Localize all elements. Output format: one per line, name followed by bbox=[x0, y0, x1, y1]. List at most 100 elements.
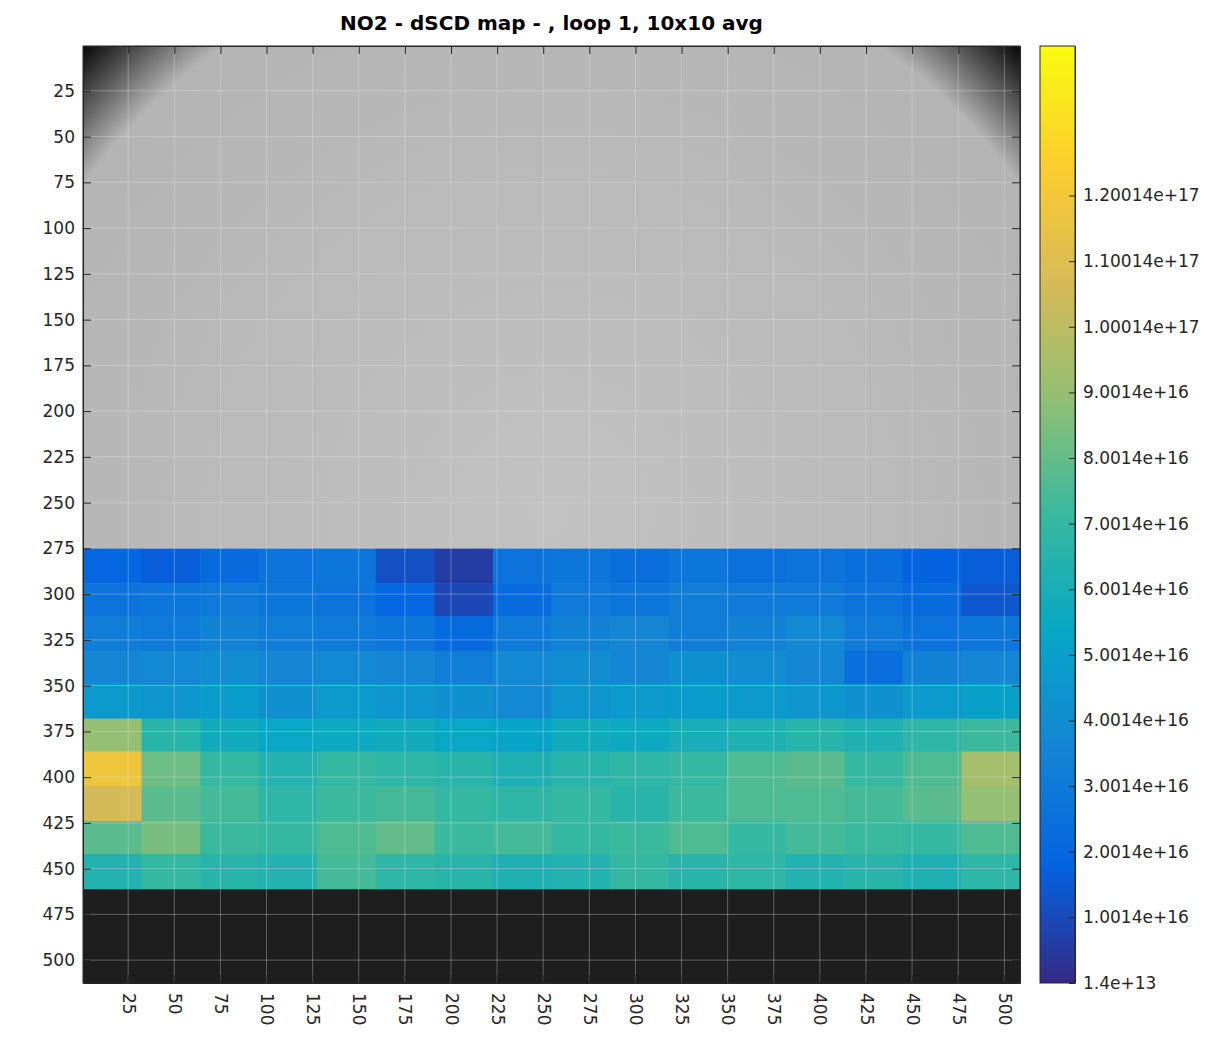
heat-cell bbox=[727, 854, 786, 889]
tick-mark bbox=[820, 46, 821, 54]
grid-line bbox=[83, 548, 1020, 549]
heat-cell bbox=[610, 719, 669, 752]
heat-cell bbox=[552, 751, 611, 786]
grid-line bbox=[497, 46, 498, 983]
tick: 8.0014e+16 bbox=[1069, 448, 1189, 468]
tick-label: 275 bbox=[43, 538, 75, 558]
tick: 300 bbox=[43, 584, 91, 604]
heat-cell bbox=[552, 616, 611, 651]
heat-cell bbox=[142, 719, 201, 752]
grid-line bbox=[958, 46, 959, 983]
tick-mark bbox=[497, 46, 498, 54]
heat-cell bbox=[552, 651, 611, 684]
tick bbox=[128, 46, 129, 54]
heat-cell bbox=[200, 651, 259, 684]
tick-mark bbox=[174, 975, 175, 983]
tick-mark bbox=[83, 594, 91, 595]
heat-cell bbox=[610, 548, 669, 583]
tick: 425 bbox=[43, 813, 91, 833]
heat-cell bbox=[786, 786, 845, 821]
tick-mark bbox=[83, 914, 91, 915]
tick-mark bbox=[83, 686, 91, 687]
heat-cell bbox=[434, 651, 493, 684]
tick-mark bbox=[1012, 228, 1020, 229]
tick-mark bbox=[1004, 46, 1005, 54]
heat-cell bbox=[259, 583, 318, 616]
tick bbox=[958, 46, 959, 54]
heat-cell bbox=[83, 719, 142, 752]
colorbar-bar bbox=[1040, 46, 1075, 983]
tick-mark bbox=[774, 46, 775, 54]
tick-label: 500 bbox=[43, 950, 75, 970]
grid-line bbox=[819, 46, 820, 983]
heat-cell bbox=[317, 583, 376, 616]
tick-mark bbox=[83, 274, 91, 275]
tick-mark bbox=[682, 46, 683, 54]
heat-cell bbox=[727, 616, 786, 651]
heat-cell bbox=[786, 821, 845, 854]
heat-cell bbox=[83, 684, 142, 719]
heat-cell bbox=[961, 684, 1020, 719]
tick-mark bbox=[451, 46, 452, 54]
tick: 325 bbox=[43, 630, 91, 650]
tick-label: 125 bbox=[303, 993, 323, 1025]
heat-cell bbox=[786, 583, 845, 616]
tick: 125 bbox=[43, 264, 91, 284]
tick bbox=[1012, 914, 1020, 915]
tick-mark bbox=[83, 731, 91, 732]
heat-cell bbox=[727, 719, 786, 752]
tick-label: 475 bbox=[949, 993, 969, 1025]
tick-mark bbox=[83, 548, 91, 549]
grid-line bbox=[83, 685, 1020, 686]
heat-cell bbox=[961, 583, 1020, 616]
tick-mark bbox=[83, 182, 91, 183]
tick-label: 200 bbox=[43, 401, 75, 421]
tick-label: 450 bbox=[903, 993, 923, 1025]
heat-cell bbox=[200, 719, 259, 752]
heat-cell bbox=[610, 684, 669, 719]
heat-cell bbox=[727, 751, 786, 786]
heat-cell bbox=[200, 751, 259, 786]
tick-mark bbox=[774, 975, 775, 983]
tick-mark bbox=[866, 975, 867, 983]
colorbar: 1.4e+131.0014e+162.0014e+163.0014e+164.0… bbox=[1040, 46, 1200, 993]
heat-cell bbox=[844, 548, 903, 583]
y-axis: 2550751001251501752002252502753003253503… bbox=[43, 47, 91, 984]
tick-mark bbox=[83, 411, 91, 412]
tick-label: 250 bbox=[534, 993, 554, 1025]
heat-cell bbox=[610, 583, 669, 616]
grid-line bbox=[220, 46, 221, 983]
grid-line bbox=[1004, 46, 1005, 983]
tick: 7.0014e+16 bbox=[1069, 514, 1189, 534]
heat-cell bbox=[961, 854, 1020, 889]
tick-mark bbox=[635, 46, 636, 54]
tick-mark bbox=[1069, 786, 1075, 787]
tick-mark bbox=[1012, 411, 1020, 412]
tick bbox=[682, 46, 683, 54]
heat-cell bbox=[259, 548, 318, 583]
grid-line bbox=[83, 456, 1020, 457]
tick bbox=[220, 46, 221, 54]
tick bbox=[635, 46, 636, 54]
heat-cell bbox=[961, 719, 1020, 752]
tick-label: 375 bbox=[43, 721, 75, 741]
tick-mark bbox=[83, 503, 91, 504]
heat-cell bbox=[142, 583, 201, 616]
heat-cell bbox=[200, 854, 259, 889]
tick-mark bbox=[451, 975, 452, 983]
heat-cell bbox=[786, 548, 845, 583]
tick: 475 bbox=[43, 904, 91, 924]
tick-mark bbox=[728, 46, 729, 54]
heat-cell bbox=[610, 616, 669, 651]
heat-cell bbox=[259, 719, 318, 752]
grid-line bbox=[727, 46, 728, 983]
tick-label: 475 bbox=[43, 904, 75, 924]
heat-cell bbox=[142, 821, 201, 854]
tick bbox=[313, 46, 314, 54]
grid-line bbox=[773, 46, 774, 983]
plot-frame bbox=[83, 46, 1020, 983]
tick-mark bbox=[543, 975, 544, 983]
tick-mark bbox=[497, 975, 498, 983]
heat-cell bbox=[786, 751, 845, 786]
tick bbox=[1012, 137, 1020, 138]
